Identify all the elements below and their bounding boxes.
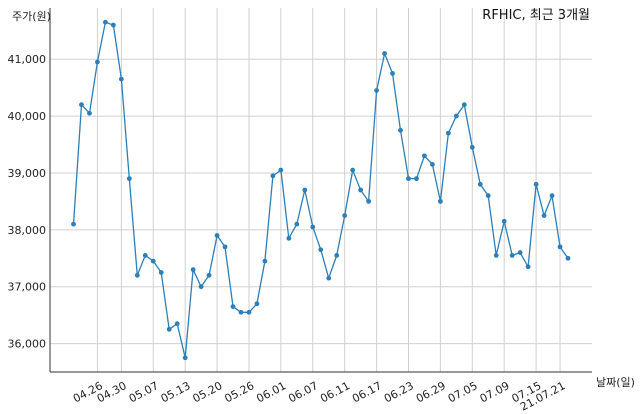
x-tick-label: 06.29 [414, 379, 448, 405]
data-point [118, 76, 124, 82]
data-point [310, 224, 316, 230]
data-point [158, 270, 164, 275]
x-tick-label: 05.20 [191, 379, 225, 405]
x-tick-label: 05.26 [222, 379, 256, 405]
data-point [302, 187, 308, 193]
data-point [406, 176, 411, 182]
grid [50, 8, 592, 372]
y-tick-label: 37,000 [8, 281, 47, 294]
data-point [110, 22, 116, 28]
data-point [366, 198, 372, 204]
data-points [71, 19, 571, 361]
data-point [150, 258, 156, 264]
x-tick-label: 07.05 [446, 379, 480, 405]
data-point [422, 153, 427, 159]
data-point [517, 250, 523, 255]
data-point [430, 162, 435, 167]
data-point [469, 144, 475, 150]
data-point [278, 167, 284, 173]
data-point [206, 272, 212, 278]
series [72, 21, 569, 358]
data-point [382, 51, 387, 56]
data-point [230, 304, 236, 309]
data-point [318, 247, 324, 253]
series-line [72, 21, 569, 358]
x-tick-label: 05.07 [127, 379, 161, 405]
y-tick-label: 41,000 [8, 53, 47, 66]
data-point [174, 321, 180, 327]
data-point [374, 88, 379, 93]
x-tick-label: 06.23 [382, 379, 416, 405]
data-point [453, 113, 459, 119]
data-point [334, 253, 340, 258]
data-point [71, 221, 76, 227]
data-point [557, 244, 563, 250]
axes [49, 8, 592, 373]
data-point [509, 253, 515, 258]
data-point [358, 187, 364, 193]
data-point [461, 102, 467, 108]
data-point [222, 244, 228, 250]
data-point [198, 284, 204, 290]
x-tick-label: 06.17 [350, 379, 384, 405]
data-point [501, 218, 507, 224]
data-point [493, 253, 499, 258]
data-point [182, 355, 188, 361]
data-point [477, 181, 483, 187]
y-tick-labels: 36,000 37,000 38,000 39,000 40,000 41,000 [8, 53, 47, 350]
x-tick-label: 06.11 [318, 379, 352, 405]
data-point [190, 267, 196, 273]
y-tick-label: 38,000 [8, 224, 47, 237]
data-point [142, 253, 148, 258]
data-point [103, 19, 108, 25]
data-point [485, 193, 491, 199]
data-point [286, 235, 292, 241]
x-tick-label: 06.01 [254, 379, 288, 405]
data-point [549, 193, 555, 199]
x-tick-label: 07.09 [478, 379, 512, 405]
data-point [414, 176, 419, 182]
data-point [254, 301, 260, 307]
data-point [326, 275, 332, 281]
data-point [87, 110, 92, 116]
data-point [262, 258, 268, 264]
data-point [166, 326, 172, 332]
x-tick-label: 05.13 [159, 379, 193, 405]
chart-title: RFHIC, 최근 3개월 [482, 8, 590, 23]
data-point [390, 71, 395, 76]
data-point [270, 173, 276, 179]
data-point [214, 233, 220, 238]
y-tick-label: 40,000 [8, 110, 47, 123]
data-point [294, 221, 300, 227]
data-point [238, 309, 244, 315]
data-point [126, 176, 132, 182]
data-point [533, 181, 539, 187]
x-axis-title: 날짜(일) [596, 375, 635, 389]
y-tick-label: 36,000 [8, 338, 47, 351]
data-point [541, 213, 547, 218]
data-point [134, 272, 140, 278]
data-point [398, 127, 403, 133]
y-tick-label: 39,000 [8, 167, 47, 180]
data-point [79, 102, 84, 108]
data-point [565, 255, 571, 261]
data-point [246, 309, 252, 315]
data-point [95, 59, 100, 65]
data-point [350, 167, 356, 173]
data-point [342, 213, 348, 218]
data-point [445, 130, 451, 136]
data-point [437, 198, 443, 204]
data-point [525, 264, 531, 270]
y-axis-title: 주가(원) [12, 10, 51, 23]
x-tick-labels: 04.2604.3005.0705.1305.2005.2606.0106.07… [71, 379, 568, 413]
x-tick-label: 06.07 [286, 379, 320, 405]
